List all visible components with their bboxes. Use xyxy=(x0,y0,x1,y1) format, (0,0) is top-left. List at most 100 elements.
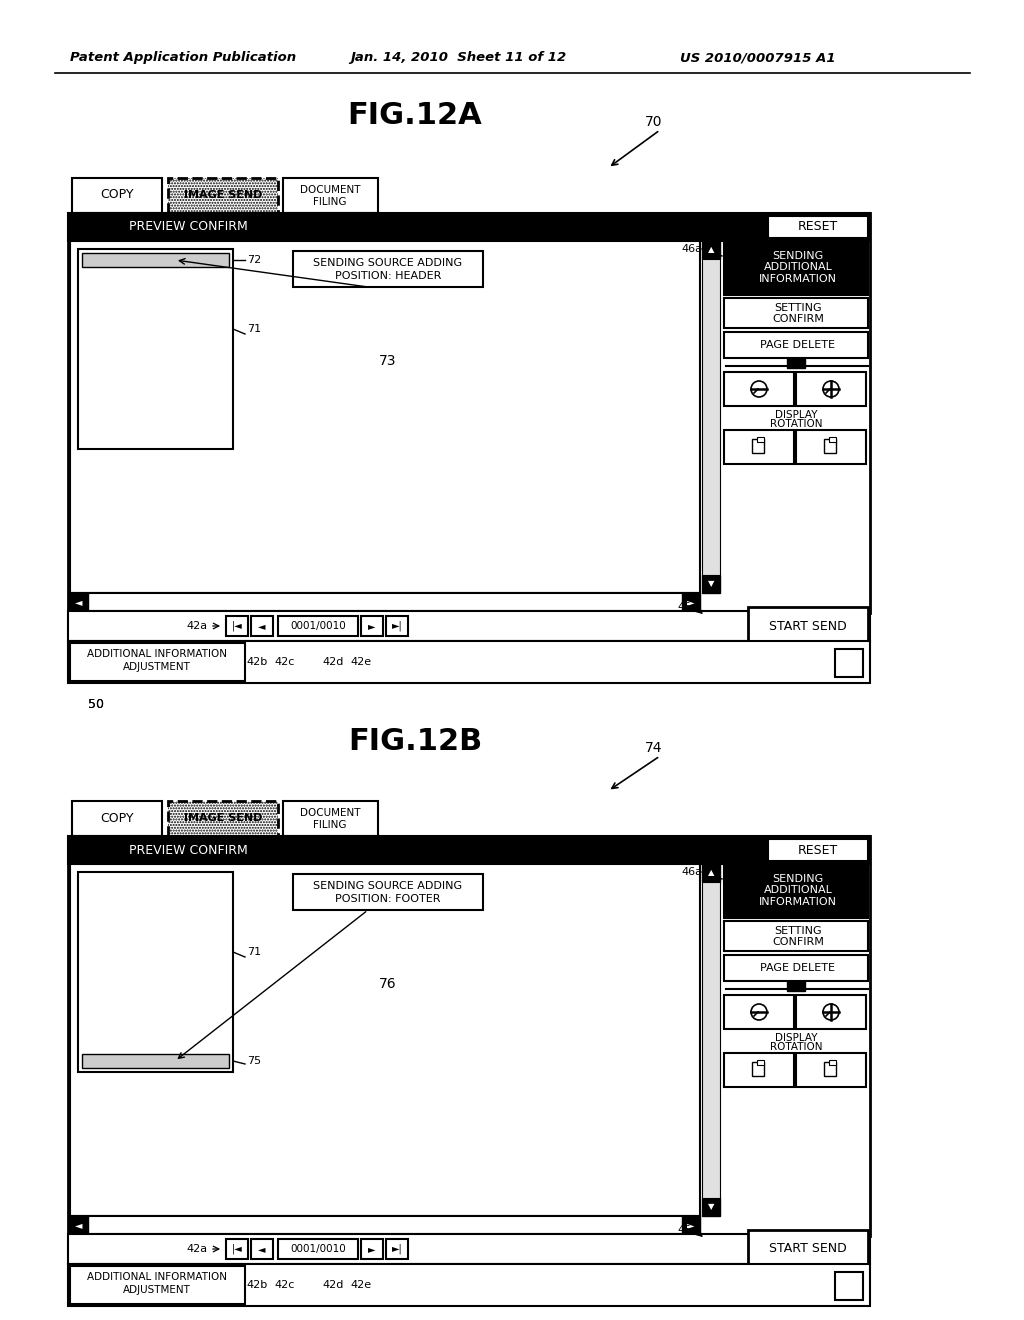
Text: 0001/0010: 0001/0010 xyxy=(290,620,346,631)
Text: FILING: FILING xyxy=(313,820,347,830)
Text: SENDING SOURCE ADDING: SENDING SOURCE ADDING xyxy=(313,257,463,268)
Text: ►: ► xyxy=(369,620,376,631)
Bar xyxy=(70,1216,88,1234)
Bar xyxy=(757,437,764,442)
Text: ADJUSTMENT: ADJUSTMENT xyxy=(123,663,190,672)
Text: ADDITIONAL INFORMATION: ADDITIONAL INFORMATION xyxy=(87,1272,227,1282)
Text: ◄: ◄ xyxy=(258,620,266,631)
Text: DOCUMENT: DOCUMENT xyxy=(300,808,360,818)
Bar xyxy=(68,1234,870,1265)
Bar xyxy=(70,593,700,611)
Bar xyxy=(68,213,870,612)
Text: 50: 50 xyxy=(88,698,104,711)
Text: ROTATION: ROTATION xyxy=(770,418,822,429)
Bar xyxy=(72,801,162,836)
Bar xyxy=(68,213,870,242)
Text: ADDITIONAL: ADDITIONAL xyxy=(764,884,833,895)
Bar xyxy=(829,437,836,442)
Bar xyxy=(682,593,700,611)
Bar xyxy=(251,1239,273,1259)
Bar xyxy=(724,372,794,407)
Bar xyxy=(168,801,278,836)
Text: RESET: RESET xyxy=(798,220,838,234)
Text: Jan. 14, 2010  Sheet 11 of 12: Jan. 14, 2010 Sheet 11 of 12 xyxy=(350,51,566,65)
Bar xyxy=(796,995,866,1030)
Bar xyxy=(226,616,248,636)
Bar xyxy=(283,801,378,836)
Text: PREVIEW CONFIRM: PREVIEW CONFIRM xyxy=(129,220,248,234)
Bar xyxy=(724,1053,794,1086)
Text: ►: ► xyxy=(369,1243,376,1254)
Bar xyxy=(748,1230,868,1269)
Bar xyxy=(702,865,720,882)
Text: 71: 71 xyxy=(247,323,261,334)
Text: 76: 76 xyxy=(379,977,397,991)
Bar xyxy=(796,372,866,407)
Text: 45: 45 xyxy=(678,602,692,612)
Text: 42a: 42a xyxy=(186,1243,208,1254)
Bar xyxy=(724,333,868,358)
Text: INFORMATION: INFORMATION xyxy=(759,275,837,284)
Bar xyxy=(702,1199,720,1216)
Bar xyxy=(748,607,868,645)
Bar xyxy=(361,616,383,636)
Bar xyxy=(70,1216,700,1234)
Bar xyxy=(70,1266,245,1304)
Text: INFORMATION: INFORMATION xyxy=(759,898,837,907)
Bar xyxy=(835,649,863,677)
Text: ▲: ▲ xyxy=(708,869,715,878)
Bar xyxy=(724,995,794,1030)
Bar xyxy=(293,874,483,909)
Text: RESET: RESET xyxy=(798,843,838,857)
Text: ADJUSTMENT: ADJUSTMENT xyxy=(123,1284,190,1295)
Text: 70: 70 xyxy=(645,115,663,129)
Text: FIG.12A: FIG.12A xyxy=(347,100,482,129)
Bar xyxy=(70,242,700,593)
Bar xyxy=(251,616,273,636)
Bar xyxy=(70,643,245,681)
Text: DISPLAY: DISPLAY xyxy=(775,411,817,420)
Text: DISPLAY: DISPLAY xyxy=(775,1034,817,1043)
Text: PREVIEW CONFIRM: PREVIEW CONFIRM xyxy=(129,843,248,857)
Text: CONFIRM: CONFIRM xyxy=(772,314,824,323)
Text: START SEND: START SEND xyxy=(769,1242,847,1255)
Text: 46a: 46a xyxy=(681,244,702,253)
Bar xyxy=(68,836,870,865)
Bar xyxy=(68,642,870,682)
Text: 74: 74 xyxy=(645,741,663,755)
Text: ◄: ◄ xyxy=(75,1220,83,1230)
Bar xyxy=(724,298,868,327)
Text: SENDING: SENDING xyxy=(772,874,823,884)
Bar xyxy=(724,243,868,294)
Text: POSITION: FOOTER: POSITION: FOOTER xyxy=(335,894,440,904)
Text: ►|: ►| xyxy=(391,1243,402,1254)
Text: CONFIRM: CONFIRM xyxy=(772,937,824,946)
Text: |◄: |◄ xyxy=(231,620,243,631)
Text: PAGE DELETE: PAGE DELETE xyxy=(761,341,836,350)
Bar xyxy=(702,576,720,593)
Bar xyxy=(787,981,805,991)
Text: 42a: 42a xyxy=(186,620,208,631)
Text: FILING: FILING xyxy=(313,197,347,207)
Text: SETTING: SETTING xyxy=(774,304,822,313)
Text: 50: 50 xyxy=(88,698,104,711)
Bar xyxy=(386,1239,408,1259)
Text: DOCUMENT: DOCUMENT xyxy=(300,185,360,195)
Bar xyxy=(278,616,358,636)
Bar xyxy=(724,866,868,917)
Bar xyxy=(293,251,483,286)
Text: 45: 45 xyxy=(678,1225,692,1236)
Text: ▼: ▼ xyxy=(708,579,715,589)
Bar xyxy=(829,1060,836,1065)
Text: SENDING SOURCE ADDING: SENDING SOURCE ADDING xyxy=(313,880,463,891)
Text: US 2010/0007915 A1: US 2010/0007915 A1 xyxy=(680,51,836,65)
Text: 71: 71 xyxy=(247,946,261,957)
Text: 42e: 42e xyxy=(350,1280,372,1290)
Bar xyxy=(168,801,278,836)
Bar xyxy=(361,1239,383,1259)
Text: 75: 75 xyxy=(247,1056,261,1067)
Text: 42d: 42d xyxy=(323,657,344,667)
Text: ◄: ◄ xyxy=(75,597,83,607)
Text: IMAGE SEND: IMAGE SEND xyxy=(184,813,262,822)
Bar xyxy=(168,178,278,213)
